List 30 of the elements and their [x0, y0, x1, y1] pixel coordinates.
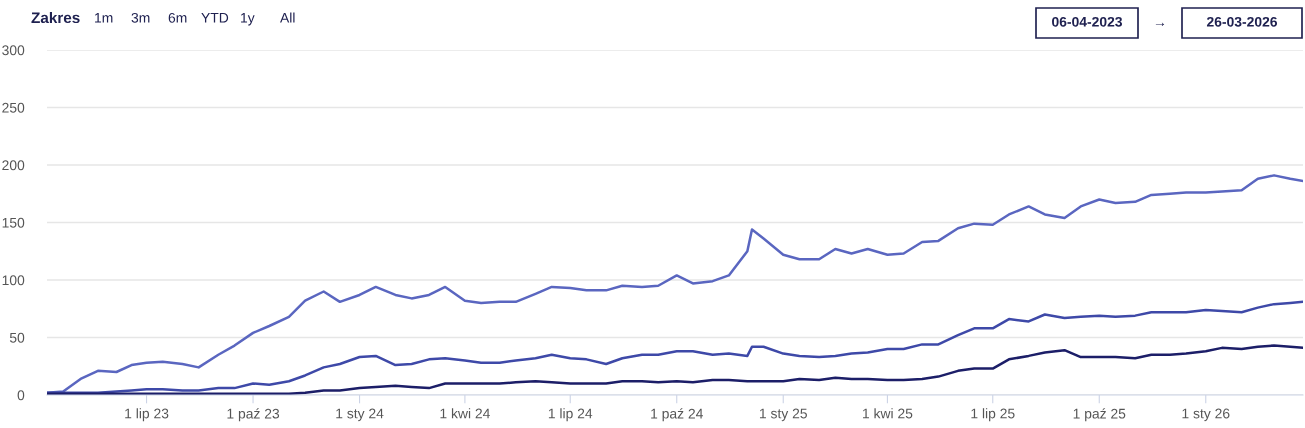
text: 3m — [131, 12, 150, 23]
y-tick-label: 100 — [2, 275, 25, 286]
line-series — [47, 344, 1303, 395]
text: 6m — [168, 12, 187, 23]
text: → — [1155, 22, 1165, 26]
text: 1y — [241, 13, 255, 26]
text: All — [280, 12, 295, 23]
text: 26-03-2026 — [1206, 16, 1278, 27]
y-tick-label: 300 — [2, 45, 25, 56]
y-tick-label: 250 — [2, 102, 25, 113]
y-tick-label: 200 — [2, 160, 25, 171]
y-tick-label: 50 — [9, 332, 25, 343]
text: YTD — [201, 13, 229, 23]
text: 06-04-2023 — [1052, 16, 1123, 27]
x-tick-label: 1 sty 24 — [336, 408, 384, 422]
y-tick-label: 0 — [17, 390, 25, 401]
y-tick-label: 150 — [2, 217, 25, 228]
x-tick-label: 1 sty 26 — [1182, 408, 1230, 422]
text: Zakres — [31, 11, 80, 24]
x-tick-label: 1 sty 25 — [759, 408, 807, 422]
x-tick-label: 1 paź 23 — [227, 408, 280, 422]
x-tick-label: 1 lip 25 — [971, 408, 1015, 422]
line-series — [47, 300, 1303, 394]
x-tick-label: 1 lip 23 — [125, 408, 169, 422]
x-tick-label: 1 kwi 24 — [440, 408, 490, 419]
x-tick-label: 1 kwi 25 — [863, 408, 913, 419]
x-tick-label: 1 lip 24 — [548, 408, 593, 422]
x-tick-label: 1 paź 25 — [1073, 408, 1126, 422]
x-tick-label: 1 paź 24 — [651, 408, 703, 422]
text: 1m — [95, 13, 113, 23]
